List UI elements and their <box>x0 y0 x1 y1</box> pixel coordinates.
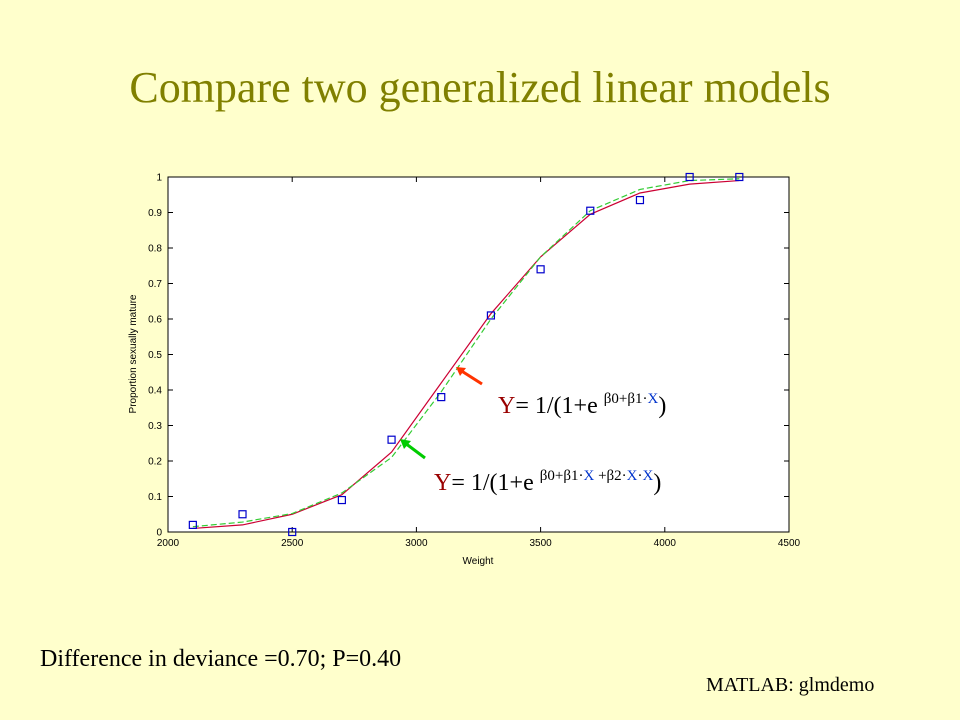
data-point <box>387 435 396 444</box>
fit-line-1 <box>192 179 740 530</box>
data-point <box>238 510 247 519</box>
equation-simple: Y= 1/(1+e β0+β1·X) <box>498 391 666 419</box>
eq1-x: X <box>647 391 658 407</box>
eq2-x1: X <box>583 468 594 484</box>
y-tick-label: 0.9 <box>148 208 162 219</box>
eq2-dot3: · <box>638 468 643 484</box>
y-tick-label: 0.1 <box>148 492 162 503</box>
plot-background <box>167 176 790 533</box>
fit-line-2 <box>192 178 740 528</box>
x-tick-label: 3500 <box>529 538 552 549</box>
eq2-close: ) <box>653 470 661 496</box>
slide-title: Compare two generalized linear models <box>129 63 831 112</box>
eq2-y: Y <box>434 470 451 496</box>
eq1-close: ) <box>658 393 666 419</box>
data-points <box>188 172 744 537</box>
x-tick-label: 4500 <box>778 538 801 549</box>
eq1-dot: · <box>642 391 647 407</box>
y-tick-label: 0.2 <box>148 457 162 468</box>
arrow-red <box>459 368 483 386</box>
x-tick-label: 2500 <box>281 538 304 549</box>
eq2-sup2: +β2 <box>594 468 621 484</box>
y-tick-label: 1 <box>156 173 162 184</box>
eq2-dot1: · <box>578 468 583 484</box>
y-tick-label: 0.4 <box>148 386 162 397</box>
y-tick-label: 0.3 <box>148 421 162 432</box>
arrow-green-head <box>400 439 411 449</box>
x-tick-label: 4000 <box>654 538 677 549</box>
eq2-sup1: β0+β1 <box>540 468 579 484</box>
x-axis-label: Weight <box>463 556 494 567</box>
eq1-sup: β0+β1 <box>604 391 643 407</box>
eq1-y: Y <box>498 393 515 419</box>
data-point <box>188 520 197 530</box>
arrow-green <box>404 441 426 460</box>
eq2-dot2: · <box>622 468 627 484</box>
y-tick-label: 0 <box>156 528 162 539</box>
data-point <box>486 311 496 320</box>
y-tick-label: 0.6 <box>148 315 162 326</box>
eq2-body: = 1/(1+e <box>451 470 539 496</box>
y-axis-label: Proportion sexually mature <box>128 294 139 413</box>
deviance-note: Difference in deviance =0.70; P=0.40 <box>40 646 402 672</box>
data-point <box>536 265 545 274</box>
data-point <box>685 172 694 182</box>
data-point <box>586 206 595 215</box>
data-point <box>437 393 446 402</box>
source-credit: MATLAB: glmdemo <box>706 674 875 696</box>
x-ticks: 2000 2500 3000 3500 4000 4500 <box>157 177 801 549</box>
y-ticks: 0 0.1 0.2 0.3 0.4 0.5 0.6 0.7 0.8 0.9 1 <box>148 173 789 539</box>
eq2-x3: X <box>643 468 654 484</box>
data-point <box>735 172 744 182</box>
arrow-red-head <box>456 367 466 376</box>
equation-quadratic: Y= 1/(1+e β0+β1·X +β2·X·X) <box>434 468 661 496</box>
series-lines <box>192 178 740 530</box>
data-point <box>288 527 297 537</box>
y-tick-label: 0.8 <box>148 244 162 255</box>
y-tick-label: 0.7 <box>148 279 162 290</box>
data-point <box>635 195 645 205</box>
data-point <box>337 495 346 505</box>
x-tick-label: 3000 <box>405 538 428 549</box>
eq2-x2: X <box>627 468 638 484</box>
y-tick-label: 0.5 <box>148 350 162 361</box>
eq1-body: = 1/(1+e <box>515 393 603 419</box>
x-tick-label: 2000 <box>157 538 180 549</box>
